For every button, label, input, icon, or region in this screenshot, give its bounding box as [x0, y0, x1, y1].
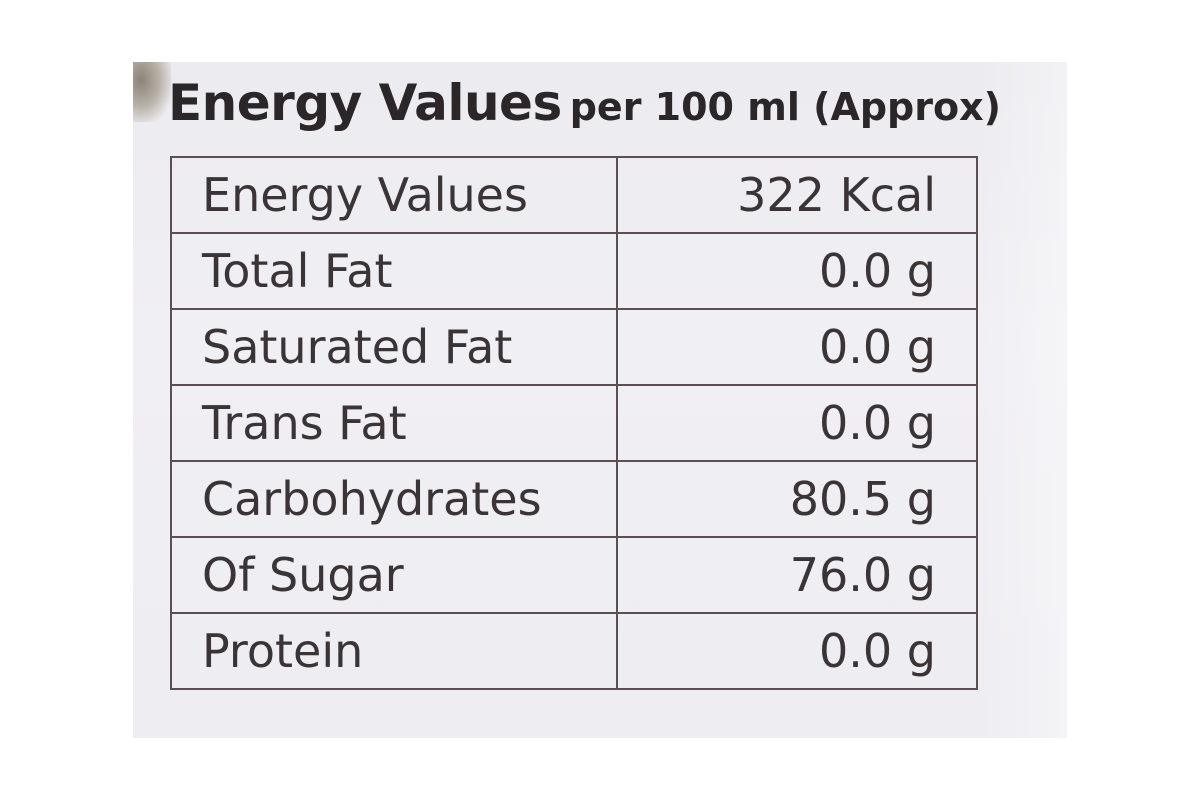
nutrient-name: Saturated Fat: [170, 308, 618, 386]
table-row: Trans Fat 0.0 g: [170, 384, 979, 462]
nutrient-value: 76.0 g: [615, 536, 979, 614]
table-row: Carbohydrates 80.5 g: [170, 460, 979, 538]
nutrient-name: Of Sugar: [170, 536, 618, 614]
nutrition-heading: Energy Values per 100 ml (Approx): [168, 78, 1001, 128]
nutrition-table: Energy Values 322 Kcal Total Fat 0.0 g S…: [170, 156, 979, 690]
table-row: Of Sugar 76.0 g: [170, 536, 979, 614]
table-row: Saturated Fat 0.0 g: [170, 308, 979, 386]
nutrient-value: 322 Kcal: [615, 156, 979, 234]
nutrient-value: 0.0 g: [615, 232, 979, 310]
heading-subtitle: per 100 ml (Approx): [569, 85, 1001, 129]
nutrient-name: Energy Values: [170, 156, 618, 234]
table-row: Total Fat 0.0 g: [170, 232, 979, 310]
nutrient-name: Protein: [170, 612, 618, 690]
heading-title: Energy Values: [168, 74, 562, 132]
nutrient-value: 0.0 g: [615, 308, 979, 386]
nutrient-value: 0.0 g: [615, 612, 979, 690]
table-row: Protein 0.0 g: [170, 612, 979, 690]
nutrient-name: Carbohydrates: [170, 460, 618, 538]
nutrient-value: 80.5 g: [615, 460, 979, 538]
nutrient-name: Trans Fat: [170, 384, 618, 462]
table-row: Energy Values 322 Kcal: [170, 156, 979, 234]
nutrient-name: Total Fat: [170, 232, 618, 310]
nutrient-value: 0.0 g: [615, 384, 979, 462]
